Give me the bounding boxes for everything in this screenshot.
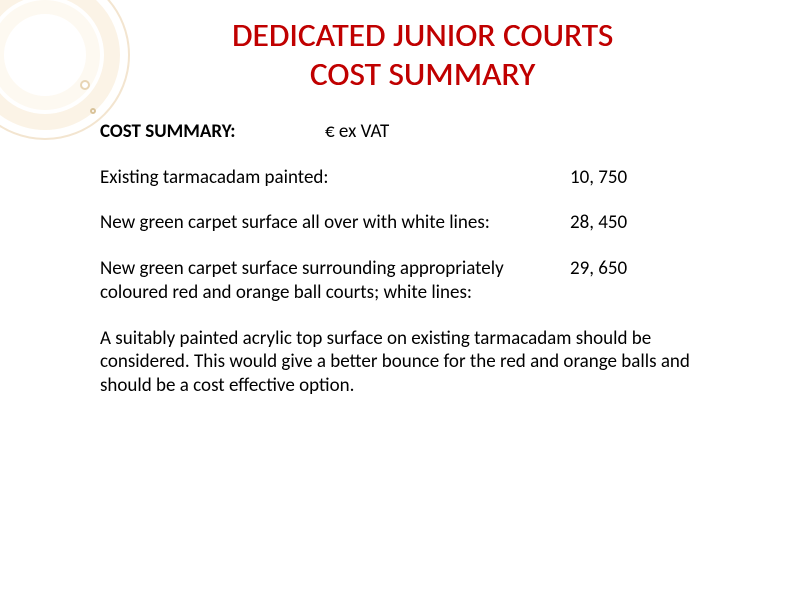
cost-summary-label: COST SUMMARY: — [100, 120, 325, 144]
cost-item-label: Existing tarmacadam painted: — [100, 166, 570, 190]
cost-summary-unit: € ex VAT — [325, 120, 389, 144]
cost-item-row: New green carpet surface surrounding app… — [100, 257, 745, 305]
slide-title: DEDICATED JUNIOR COURTS COST SUMMARY — [100, 16, 745, 94]
cost-item-value: 29, 650 — [570, 257, 627, 281]
cost-item-value: 28, 450 — [570, 211, 627, 235]
cost-header-row: COST SUMMARY: € ex VAT — [100, 120, 745, 144]
title-line-1: DEDICATED JUNIOR COURTS — [232, 15, 613, 55]
cost-item-value: 10, 750 — [570, 166, 627, 190]
footnote-paragraph: A suitably painted acrylic top surface o… — [100, 327, 745, 398]
title-line-2: COST SUMMARY — [310, 54, 535, 94]
cost-item-row: New green carpet surface all over with w… — [100, 211, 745, 235]
cost-header-label-group: COST SUMMARY: € ex VAT — [100, 120, 570, 144]
cost-item-row: Existing tarmacadam painted: 10, 750 — [100, 166, 745, 190]
cost-item-label: New green carpet surface surrounding app… — [100, 257, 570, 305]
slide-body: DEDICATED JUNIOR COURTS COST SUMMARY COS… — [0, 0, 805, 595]
cost-item-label: New green carpet surface all over with w… — [100, 211, 570, 235]
